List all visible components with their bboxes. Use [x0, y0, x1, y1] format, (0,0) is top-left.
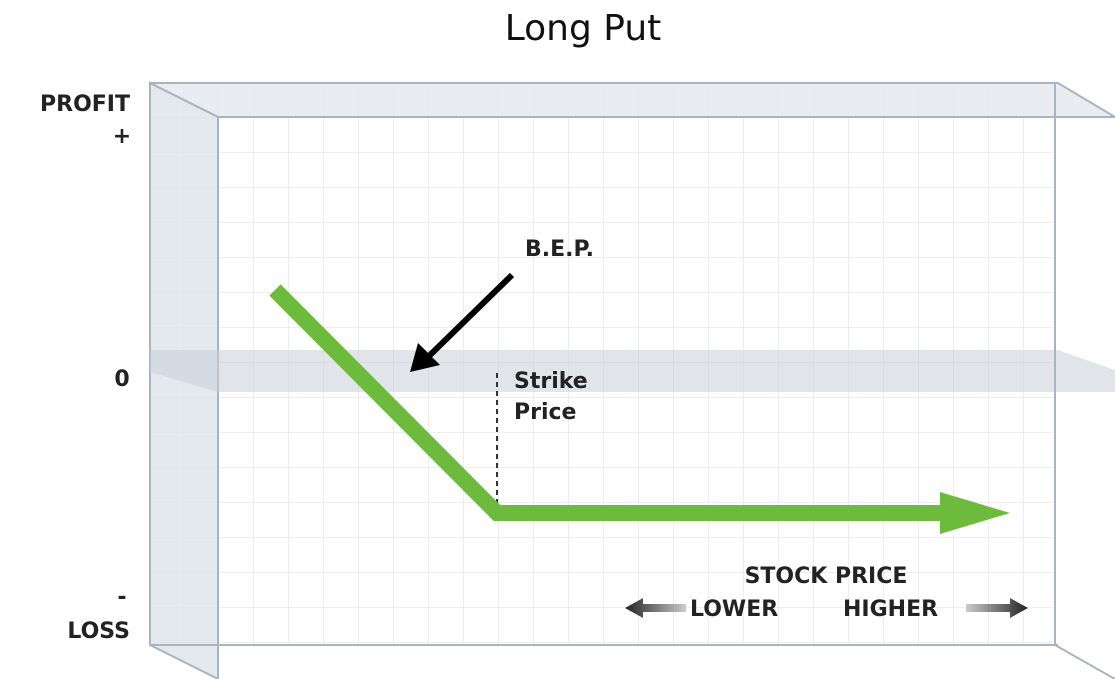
- higher-label: HIGHER: [843, 597, 938, 622]
- bep-label: B.E.P.: [525, 237, 594, 262]
- box: [149, 81, 1115, 679]
- strike-label: Price: [514, 400, 576, 425]
- y-top-label: PROFIT: [40, 92, 130, 117]
- y-plus-label: +: [113, 124, 131, 149]
- y-zero-label: 0: [114, 367, 129, 392]
- x-axis-title: STOCK PRICE: [745, 564, 908, 589]
- strike-label: Strike: [514, 369, 588, 394]
- y-bottom-label: LOSS: [67, 619, 130, 644]
- title: Long Put: [505, 8, 662, 49]
- direction-arrows: [625, 598, 1028, 618]
- bep-arrow: [410, 272, 515, 372]
- payoff-line: [269, 284, 1010, 534]
- y-minus-label: -: [117, 585, 126, 610]
- lower-label: LOWER: [690, 597, 778, 622]
